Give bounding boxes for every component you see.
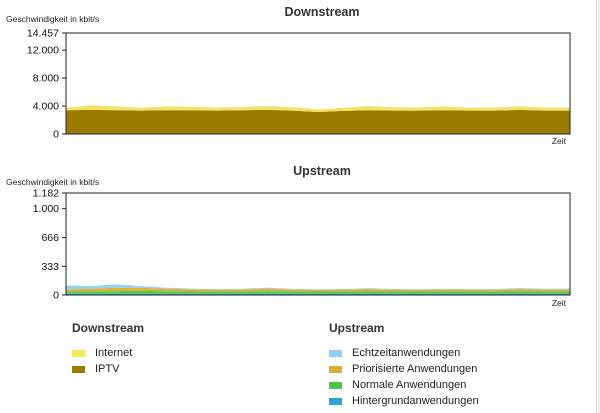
downstream-plot-frame bbox=[65, 32, 571, 135]
legend-item-hintergrund: Hintergrundanwendungen bbox=[329, 395, 479, 407]
downstream-ytick-label-0: 0 bbox=[53, 129, 59, 141]
legend-label-echtzeit: Echtzeitanwendungen bbox=[352, 347, 461, 359]
legend-label-internet: Internet bbox=[95, 347, 133, 359]
upstream-ytick-label-0: 0 bbox=[53, 290, 59, 302]
downstream-title: Downstream bbox=[284, 5, 359, 19]
upstream-ytick-label-2: 666 bbox=[41, 232, 59, 244]
legend-item-normal: Normale Anwendungen bbox=[329, 379, 466, 391]
legend-label-hintergrund: Hintergrundanwendungen bbox=[352, 395, 479, 407]
swatch-iptv bbox=[72, 365, 85, 373]
legend-label-iptv: IPTV bbox=[95, 363, 120, 375]
upstream-title: Upstream bbox=[293, 164, 351, 178]
upstream-series-echtzeitanwendungen bbox=[66, 284, 570, 290]
right-scroll-edge bbox=[598, 0, 600, 413]
right-divider bbox=[596, 0, 597, 413]
upstream-ytick-label-1: 333 bbox=[41, 261, 59, 273]
downstream-series-iptv bbox=[66, 109, 570, 134]
legend-item-iptv: IPTV bbox=[72, 363, 119, 375]
swatch-hintergrund bbox=[329, 397, 342, 405]
upstream-series-normale-anwendungen bbox=[66, 290, 570, 294]
legend-label-normal: Normale Anwendungen bbox=[352, 379, 467, 391]
legend-item-priorisiert: Priorisierte Anwendungen bbox=[329, 363, 477, 375]
upstream-series-priorisierte-anwendungen bbox=[66, 287, 570, 292]
legend-downstream-title: Downstream bbox=[72, 321, 145, 335]
upstream-plot-frame bbox=[65, 192, 571, 296]
swatch-priorisiert bbox=[329, 365, 342, 373]
downstream-ytick-label-3: 12.000 bbox=[27, 45, 59, 57]
swatch-normal bbox=[329, 381, 342, 389]
downstream-ytick-label-4: 14.457 bbox=[27, 28, 59, 40]
legend-upstream-title: Upstream bbox=[329, 321, 385, 335]
swatch-echtzeit bbox=[329, 349, 342, 357]
upstream-ylabel: Geschwindigkeit in kbit/s bbox=[6, 177, 99, 187]
swatch-internet bbox=[72, 349, 85, 357]
legend-item-internet: Internet bbox=[72, 347, 132, 359]
downstream-xlabel: Zeit bbox=[552, 136, 567, 146]
upstream-ytick-label-3: 1.000 bbox=[33, 203, 59, 215]
legend-item-echtzeit: Echtzeitanwendungen bbox=[329, 347, 460, 359]
legend-label-priorisiert: Priorisierte Anwendungen bbox=[352, 363, 478, 375]
downstream-ylabel: Geschwindigkeit in kbit/s bbox=[6, 14, 99, 24]
upstream-ytick-label-4: 1.182 bbox=[33, 188, 59, 200]
downstream-ytick-label-2: 8.000 bbox=[33, 73, 59, 85]
downstream-series-internet bbox=[66, 105, 570, 112]
downstream-ytick-label-1: 4.000 bbox=[33, 101, 59, 113]
upstream-xlabel: Zeit bbox=[552, 298, 567, 308]
